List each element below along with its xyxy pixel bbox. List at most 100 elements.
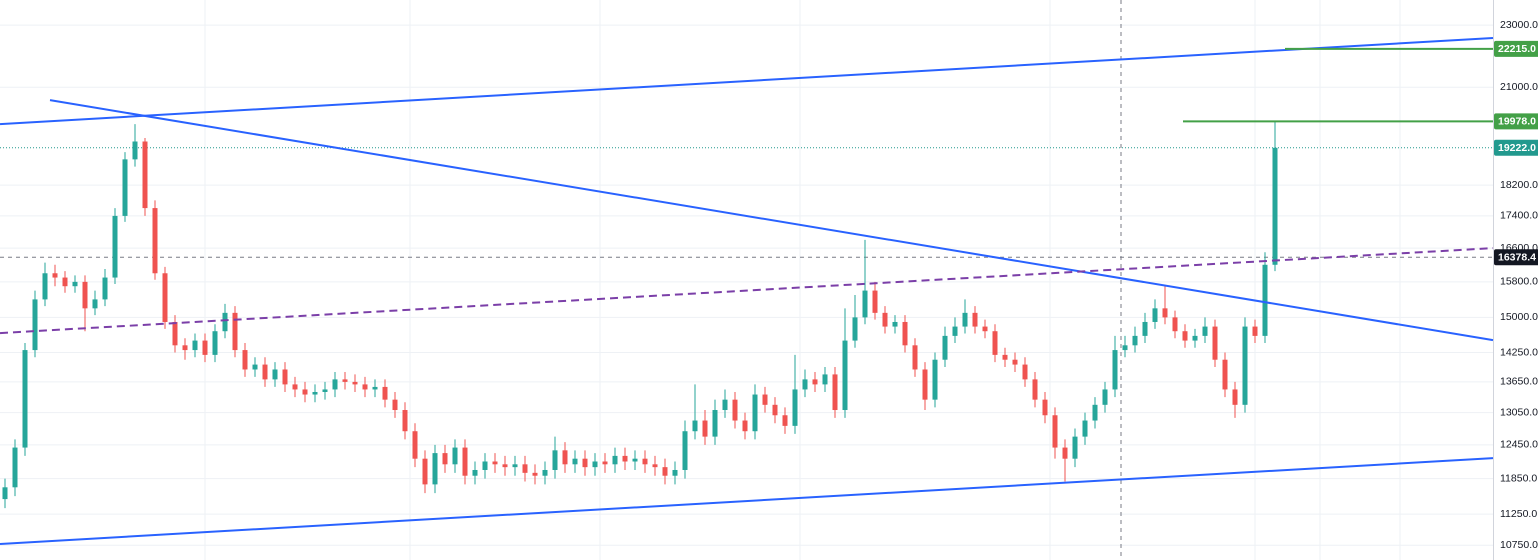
- candle-body: [592, 461, 598, 468]
- price-label-box: [1494, 139, 1538, 156]
- candle-body: [542, 469, 548, 476]
- candle-body: [1142, 321, 1148, 336]
- candle-body: [1212, 326, 1218, 360]
- y-tick-label: 10750.0: [1500, 539, 1538, 551]
- candle-body: [1112, 350, 1118, 390]
- candle-body: [442, 453, 448, 465]
- candle-body: [1232, 389, 1238, 405]
- y-tick-label: 13050.0: [1500, 406, 1538, 418]
- candle-body: [852, 317, 858, 341]
- candle-body: [972, 312, 978, 327]
- candle-body: [982, 326, 988, 332]
- candle-body: [12, 447, 18, 488]
- candle-body: [1002, 354, 1008, 360]
- trend-line: [0, 247, 1494, 335]
- candle-body: [792, 389, 798, 426]
- candle-body: [722, 399, 728, 411]
- candle-body: [662, 467, 668, 476]
- candle-body: [1202, 326, 1208, 336]
- candle-body: [332, 379, 338, 390]
- candle-body: [1012, 359, 1018, 365]
- trend-line: [0, 457, 1494, 545]
- candle-body: [862, 290, 868, 318]
- candle-body: [1032, 379, 1038, 400]
- candle-body: [612, 455, 618, 465]
- candle-body: [412, 431, 418, 459]
- candle-body: [1262, 264, 1268, 336]
- candle-body: [462, 447, 468, 476]
- candle-body: [522, 464, 528, 473]
- candle-body: [292, 384, 298, 390]
- candle-body: [282, 369, 288, 385]
- candle-body: [762, 394, 768, 405]
- candle-body: [1252, 326, 1258, 336]
- candle-body: [532, 472, 538, 476]
- candle-body: [1192, 335, 1198, 341]
- candle-body: [682, 431, 688, 470]
- candle-body: [232, 312, 238, 351]
- candle-body: [392, 399, 398, 411]
- candle-body: [132, 141, 138, 160]
- candle-body: [1072, 436, 1078, 459]
- candle-body: [752, 394, 758, 432]
- candle-body: [352, 381, 358, 385]
- candle-body: [822, 374, 828, 385]
- candle-body: [802, 379, 808, 390]
- trend-line: [0, 37, 1494, 126]
- candle-body: [152, 208, 158, 274]
- candle-body: [732, 399, 738, 421]
- candle-body: [42, 273, 48, 300]
- candle-body: [162, 273, 168, 322]
- price-label-box: [1494, 249, 1538, 266]
- candle-body: [572, 458, 578, 465]
- candle-body: [502, 464, 508, 468]
- candle-body: [702, 420, 708, 437]
- candle-body: [962, 312, 968, 327]
- candle-body: [342, 379, 348, 382]
- candle-body: [2, 487, 8, 500]
- candle-body: [402, 410, 408, 432]
- candle-body: [432, 453, 438, 485]
- vertical-grid: [204, 0, 1401, 560]
- candle-body: [912, 345, 918, 370]
- candle-body: [832, 374, 838, 411]
- candle-body: [382, 386, 388, 400]
- y-tick-label: 11850.0: [1500, 472, 1537, 484]
- candle-body: [112, 215, 118, 278]
- price-label: 22215.0: [1498, 43, 1536, 55]
- candle-body: [632, 458, 638, 462]
- candle-body: [1182, 331, 1188, 341]
- candle-body: [202, 340, 208, 355]
- candle-body: [1102, 389, 1108, 405]
- candle-body: [742, 420, 748, 432]
- candle-body: [552, 450, 558, 470]
- candle-body: [262, 364, 268, 380]
- candle-body: [952, 326, 958, 336]
- candle-body: [102, 277, 108, 300]
- candle-body: [322, 389, 328, 392]
- y-tick-label: 14250.0: [1500, 346, 1538, 358]
- candle-body: [1042, 399, 1048, 416]
- candle-body: [672, 469, 678, 476]
- y-tick-label: 15800.0: [1500, 276, 1538, 288]
- y-tick-label: 12450.0: [1500, 439, 1538, 451]
- candle-body: [932, 359, 938, 400]
- price-label: 16378.4: [1498, 252, 1536, 264]
- candle-body: [602, 461, 608, 465]
- trend-line: [49, 99, 1494, 342]
- y-tick-label: 17400.0: [1500, 210, 1538, 222]
- candle-body: [1062, 447, 1068, 459]
- candle-body: [222, 312, 228, 332]
- candle-body: [252, 364, 258, 370]
- candle-body: [32, 299, 38, 351]
- candle-body: [1152, 308, 1158, 322]
- y-tick-label: 18200.0: [1500, 179, 1538, 191]
- candle-body: [22, 350, 28, 448]
- price-label-box: [1494, 40, 1538, 57]
- candle-body: [1162, 308, 1168, 318]
- candle-body: [892, 321, 898, 327]
- candle-body: [902, 321, 908, 346]
- candle-body: [482, 461, 488, 470]
- y-tick-label: 15000.0: [1500, 311, 1538, 323]
